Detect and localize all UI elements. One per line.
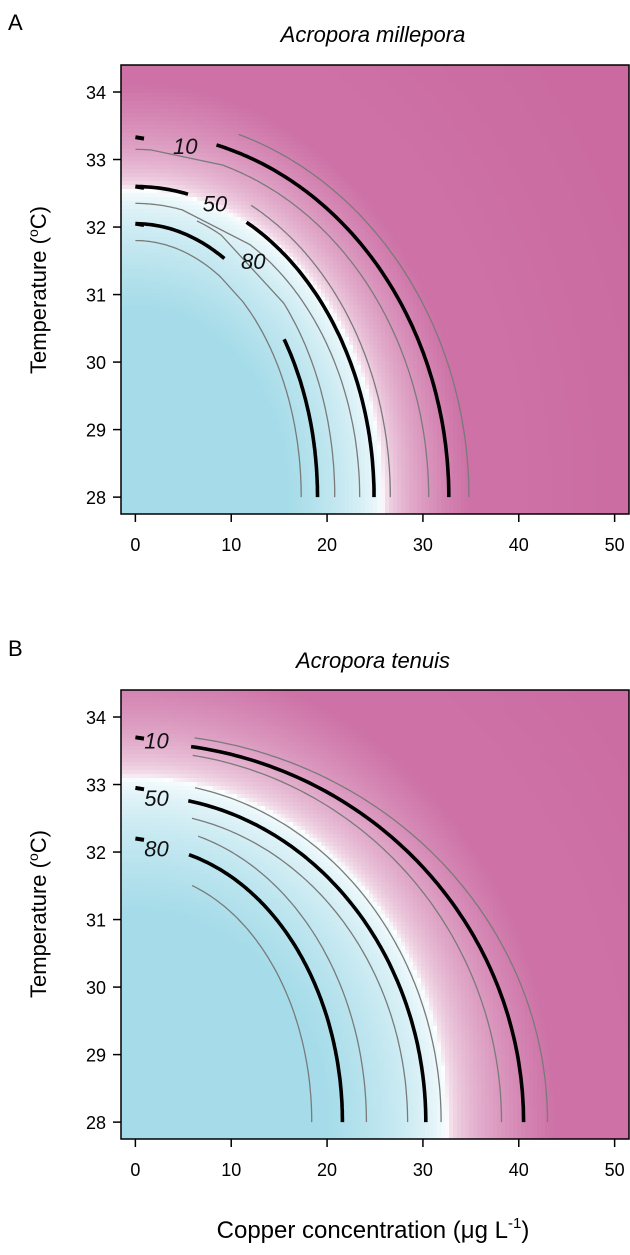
contour-label-80: 80 xyxy=(144,837,169,862)
y-tick-label-33: 33 xyxy=(86,776,106,796)
y-tick-label-31: 31 xyxy=(86,286,106,306)
y-tick-label-29: 29 xyxy=(86,421,106,441)
y-tick-label-28: 28 xyxy=(86,488,106,508)
y-axis-label-a: Temperature (oC) xyxy=(25,206,51,374)
contour-label-80: 80 xyxy=(241,249,266,274)
x-tick-label-50: 50 xyxy=(605,535,625,555)
x-tick-label-50: 50 xyxy=(605,1160,625,1180)
contour-line-80 xyxy=(135,839,144,840)
x-tick-label-10: 10 xyxy=(221,1160,241,1180)
plot-area-a: 10 50 80 28 29 30 31 32 33 34 0 10 20 30 40 50 xyxy=(86,65,630,555)
contour-label-50: 50 xyxy=(203,191,228,216)
y-tick-label-34: 34 xyxy=(86,83,106,103)
y-tick-label-30: 30 xyxy=(86,978,106,998)
x-tick-label-20: 20 xyxy=(317,535,337,555)
x-tick-label-0: 0 xyxy=(130,1160,140,1180)
y-tick-label-29: 29 xyxy=(86,1046,106,1066)
contour-line-10 xyxy=(135,137,144,138)
x-tick-label-40: 40 xyxy=(509,535,529,555)
contour-label-10: 10 xyxy=(144,729,169,754)
x-tick-label-20: 20 xyxy=(317,1160,337,1180)
y-tick-label-34: 34 xyxy=(86,708,106,728)
y-axis-label-b: Temperature (oC) xyxy=(25,830,51,998)
contour-label-10: 10 xyxy=(173,134,198,159)
y-tick-label-33: 33 xyxy=(86,151,106,171)
y-tick-label-32: 32 xyxy=(86,218,106,238)
x-tick-label-10: 10 xyxy=(221,535,241,555)
y-tick-label-31: 31 xyxy=(86,911,106,931)
heatmap-field-b xyxy=(121,690,630,1143)
contour-line-50 xyxy=(135,788,144,789)
x-tick-label-30: 30 xyxy=(413,1160,433,1180)
plot-area-b: 10 50 80 28 29 30 31 32 33 34 0 10 20 30 40 50 xyxy=(86,690,630,1180)
panel-a: A Acropora millepora 10 50 80 28 29 30 31 32 33 3… xyxy=(8,10,630,555)
y-tick-label-28: 28 xyxy=(86,1113,106,1133)
contour-line-10 xyxy=(135,737,144,738)
panel-label-b: B xyxy=(8,636,23,661)
y-tick-label-32: 32 xyxy=(86,843,106,863)
heatmap-field-a xyxy=(121,65,630,518)
panel-title-a: Acropora millepora xyxy=(279,22,466,47)
panel-title-b: Acropora tenuis xyxy=(294,648,450,673)
x-tick-label-0: 0 xyxy=(130,535,140,555)
x-tick-label-30: 30 xyxy=(413,535,433,555)
contour-label-50: 50 xyxy=(144,786,169,811)
x-tick-label-40: 40 xyxy=(509,1160,529,1180)
panel-label-a: A xyxy=(8,10,23,35)
x-axis-label: Copper concentration (μg L-1) xyxy=(217,1215,530,1244)
y-tick-label-30: 30 xyxy=(86,353,106,373)
